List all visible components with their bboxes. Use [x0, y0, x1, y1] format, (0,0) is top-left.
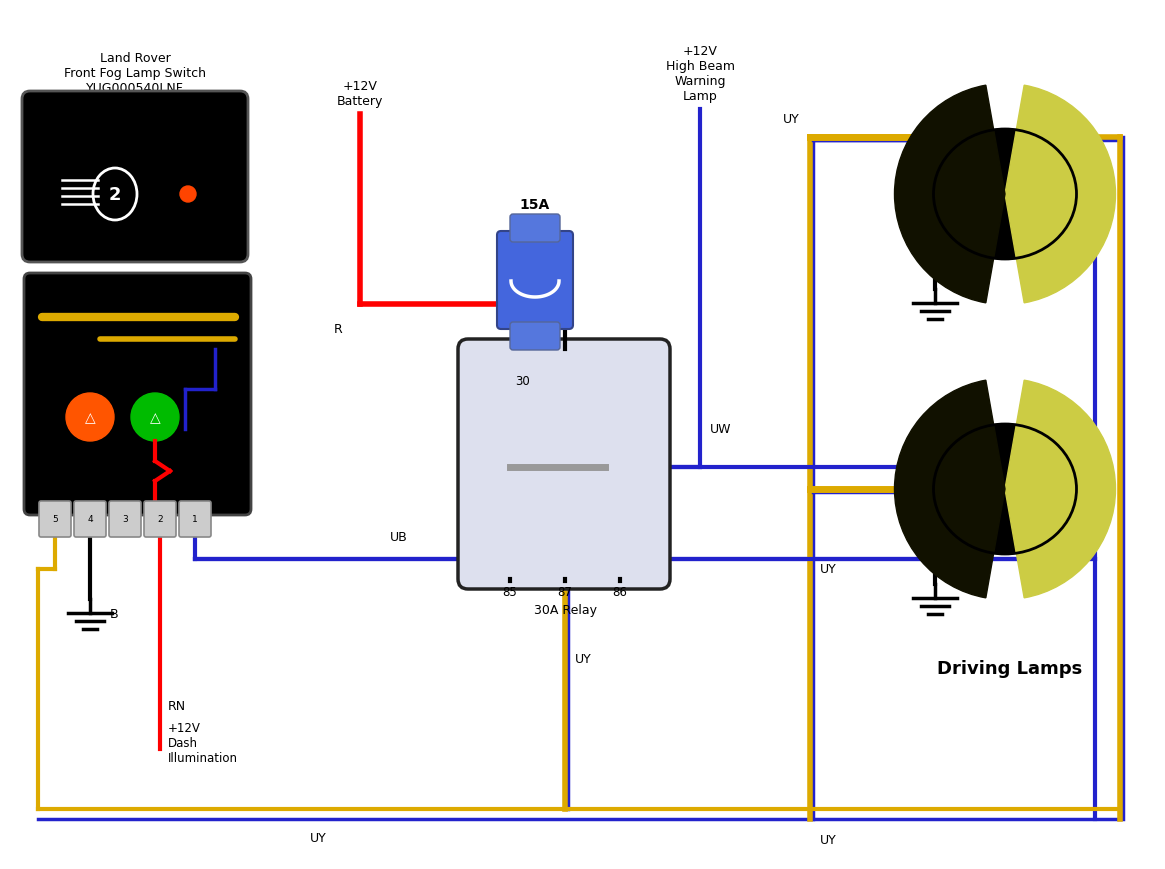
Text: 5: 5 [52, 515, 58, 524]
Text: UY: UY [576, 653, 592, 666]
Text: UY: UY [820, 563, 836, 576]
Text: 85: 85 [502, 586, 517, 599]
FancyBboxPatch shape [497, 232, 573, 329]
Text: +12V
High Beam
Warning
Lamp: +12V High Beam Warning Lamp [665, 45, 734, 103]
FancyBboxPatch shape [38, 501, 71, 537]
Wedge shape [895, 381, 1005, 598]
FancyBboxPatch shape [22, 92, 248, 262]
Text: UY: UY [820, 833, 836, 846]
FancyBboxPatch shape [110, 501, 141, 537]
Text: 3: 3 [122, 515, 128, 524]
FancyBboxPatch shape [24, 274, 250, 515]
Circle shape [181, 187, 196, 202]
Text: 87: 87 [558, 586, 572, 599]
Ellipse shape [933, 425, 1076, 554]
Text: B: B [110, 607, 119, 620]
Text: 2: 2 [108, 186, 121, 203]
Wedge shape [895, 86, 1005, 303]
Text: UW: UW [709, 423, 732, 436]
Text: UY: UY [310, 831, 326, 844]
Text: UB: UB [390, 530, 408, 543]
Text: B: B [948, 258, 956, 271]
Text: 30: 30 [515, 375, 530, 388]
Wedge shape [1005, 86, 1116, 303]
FancyBboxPatch shape [510, 322, 560, 350]
Text: 86: 86 [613, 586, 628, 599]
Text: UY: UY [783, 113, 800, 126]
Text: 2: 2 [157, 515, 163, 524]
Text: △: △ [85, 410, 96, 425]
Text: 30A Relay: 30A Relay [534, 603, 596, 616]
Text: R: R [333, 323, 343, 336]
FancyBboxPatch shape [510, 215, 560, 242]
Circle shape [66, 394, 114, 441]
Text: RN: RN [168, 700, 186, 713]
Circle shape [130, 394, 179, 441]
Text: Driving Lamps: Driving Lamps [938, 660, 1082, 677]
Text: 4: 4 [87, 515, 93, 524]
Text: B: B [948, 556, 956, 569]
FancyBboxPatch shape [179, 501, 211, 537]
FancyBboxPatch shape [144, 501, 176, 537]
Ellipse shape [933, 129, 1076, 260]
Text: +12V
Battery: +12V Battery [337, 80, 383, 108]
Text: 15A: 15A [520, 198, 550, 212]
Wedge shape [1005, 381, 1116, 598]
Text: +12V
Dash
Illumination: +12V Dash Illumination [168, 721, 238, 764]
Text: 1: 1 [192, 515, 198, 524]
FancyBboxPatch shape [458, 340, 670, 589]
FancyBboxPatch shape [75, 501, 106, 537]
Text: △: △ [149, 410, 161, 425]
Text: Land Rover
Front Fog Lamp Switch
YUG000540LNF: Land Rover Front Fog Lamp Switch YUG0005… [64, 52, 206, 95]
